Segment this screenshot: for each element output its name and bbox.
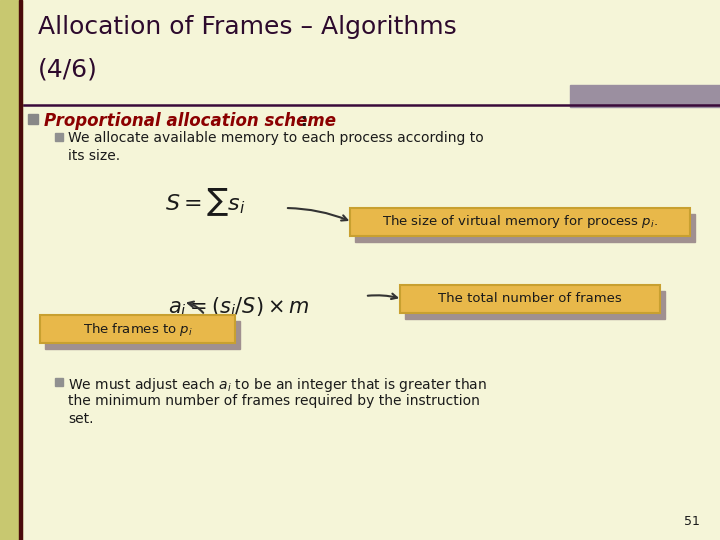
Bar	[45, 321, 240, 349]
Text: We allocate available memory to each process according to: We allocate available memory to each pro…	[68, 131, 484, 145]
Text: 51: 51	[684, 515, 700, 528]
Bar	[19, 0, 22, 540]
Bar	[405, 291, 665, 319]
Bar	[350, 208, 690, 236]
Bar	[355, 214, 695, 242]
Bar	[0, 0, 22, 540]
Bar	[570, 85, 720, 107]
Text: the minimum number of frames required by the instruction: the minimum number of frames required by…	[68, 394, 480, 408]
Text: Proportional allocation scheme: Proportional allocation scheme	[44, 112, 336, 130]
Text: its size.: its size.	[68, 149, 120, 163]
Bar	[55, 378, 63, 386]
Bar	[40, 315, 235, 343]
Text: The total number of frames: The total number of frames	[438, 293, 622, 306]
Text: Allocation of Frames – Algorithms: Allocation of Frames – Algorithms	[38, 15, 456, 39]
Text: We must adjust each $a_i$ to be an integer that is greater than: We must adjust each $a_i$ to be an integ…	[68, 376, 487, 394]
Text: :: :	[300, 112, 307, 130]
Bar	[55, 133, 63, 141]
Text: The size of virtual memory for process $p_i$.: The size of virtual memory for process $…	[382, 213, 658, 231]
Bar	[400, 285, 660, 313]
Text: $a_i = (s_i / S) \times m$: $a_i = (s_i / S) \times m$	[168, 295, 310, 319]
Text: (4/6): (4/6)	[38, 58, 98, 82]
Bar	[28, 114, 38, 124]
Text: set.: set.	[68, 412, 94, 426]
Text: $S = \sum s_i$: $S = \sum s_i$	[165, 186, 246, 218]
Text: The frames to $p_i$: The frames to $p_i$	[83, 321, 192, 338]
